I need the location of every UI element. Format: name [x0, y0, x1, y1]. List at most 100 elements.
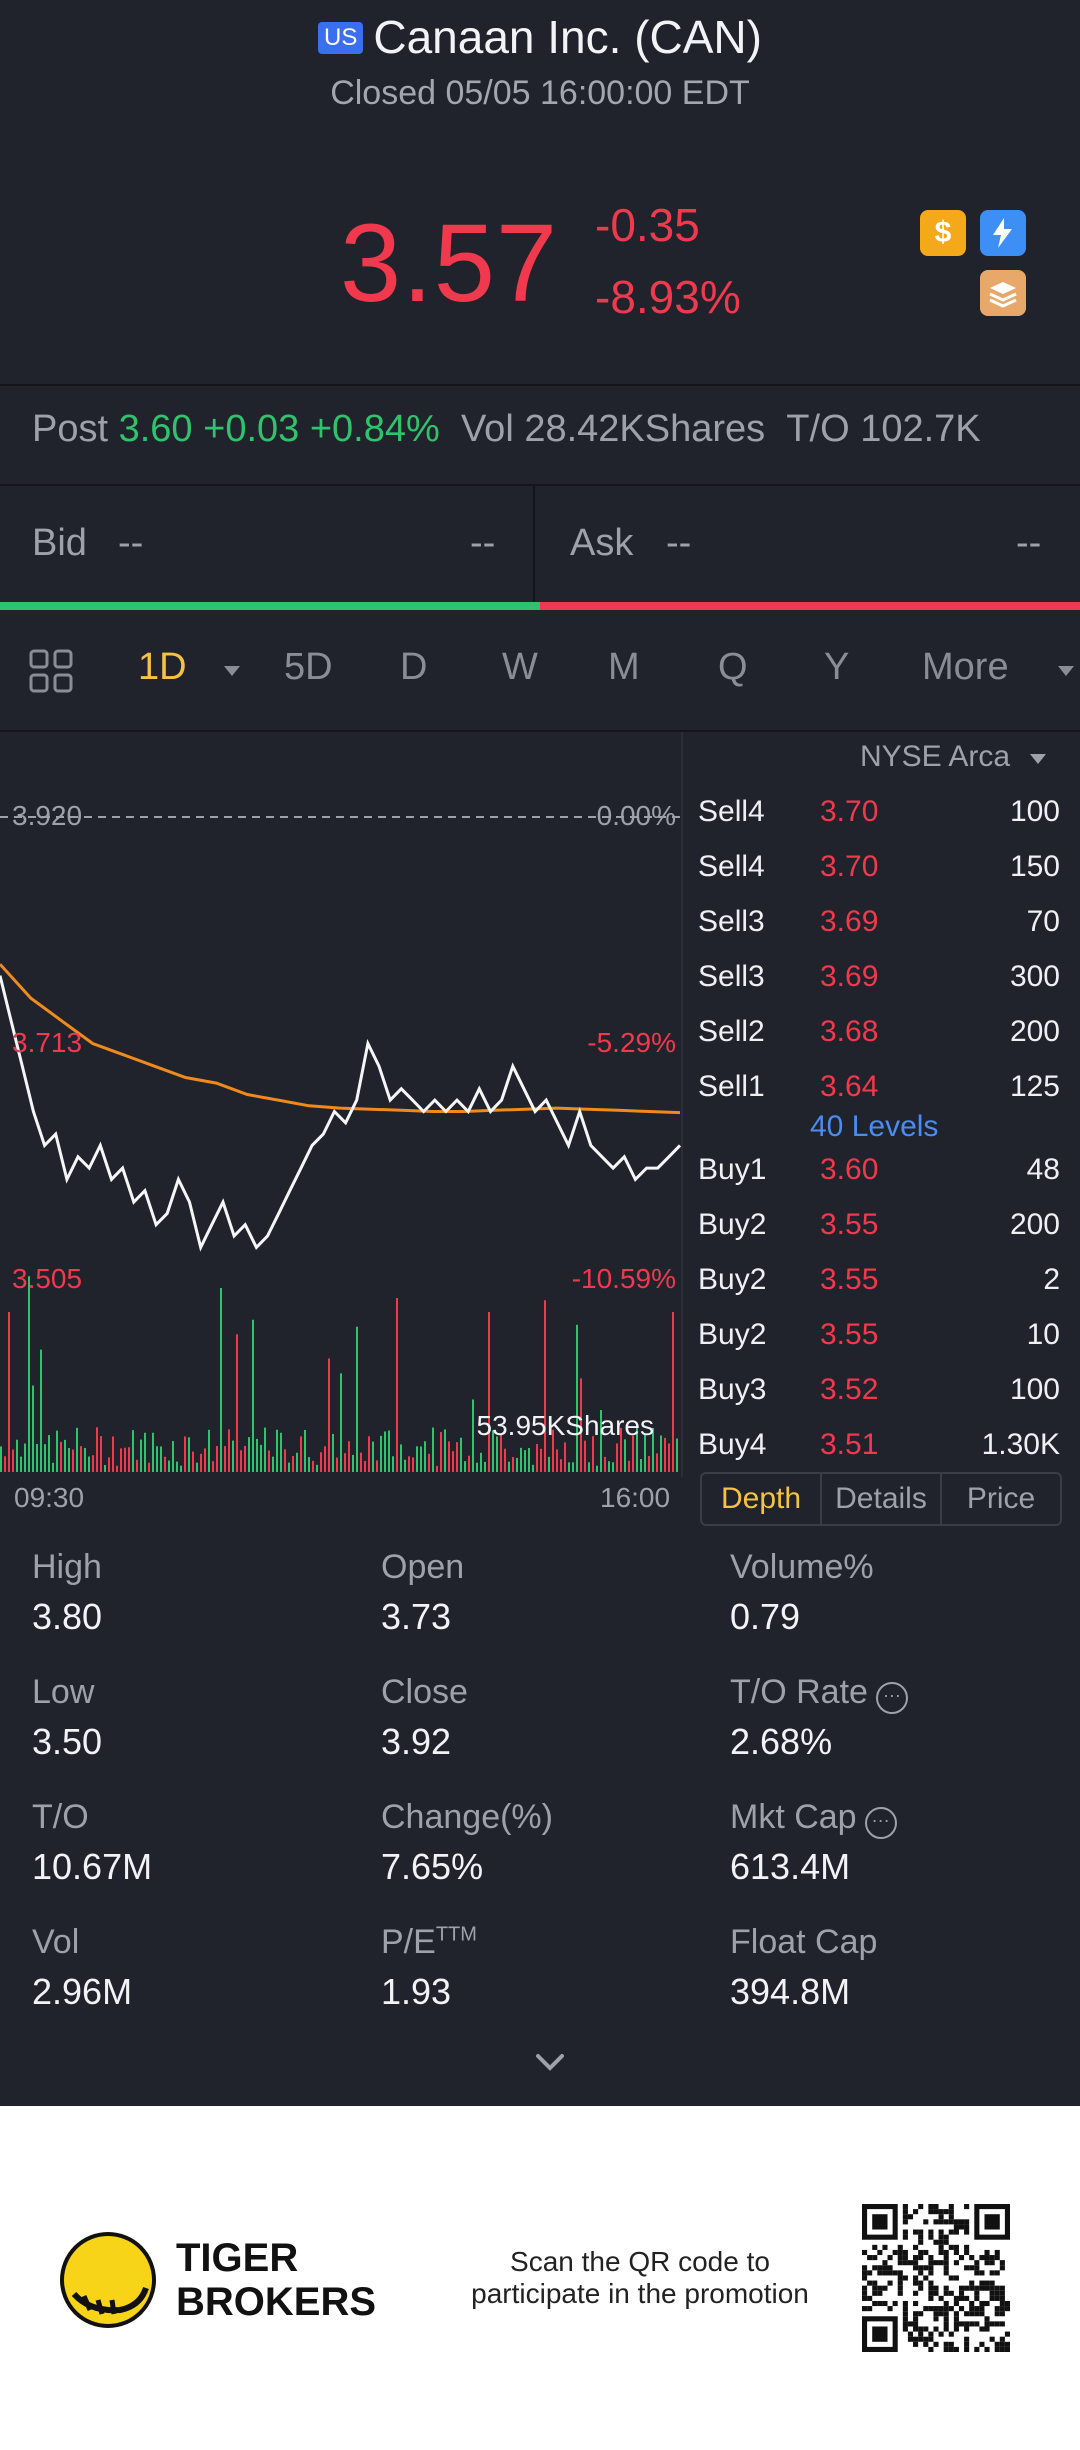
qr-module	[897, 2280, 903, 2286]
qr-module	[958, 2224, 965, 2230]
volume-bar	[368, 1436, 370, 1472]
volume-bar	[320, 1452, 322, 1472]
grid-icon[interactable]	[28, 648, 74, 699]
qr-code[interactable]	[862, 2204, 1010, 2352]
tab-q[interactable]: Q	[718, 646, 748, 688]
qr-module	[887, 2306, 893, 2312]
qr-module	[872, 2280, 878, 2286]
qr-module	[974, 2346, 980, 2352]
tab-y[interactable]: Y	[824, 646, 850, 688]
qr-module	[913, 2300, 919, 2307]
qr-module	[979, 2306, 985, 2312]
qr-module	[928, 2229, 934, 2235]
ask-price: 3.69	[820, 960, 879, 993]
qr-module	[984, 2326, 990, 2332]
qr-module	[913, 2290, 919, 2296]
volume-bar	[192, 1451, 194, 1472]
qr-module	[938, 2209, 944, 2215]
ask-row: Sell2 3.68 200	[698, 1015, 1060, 1067]
post-change-percent: +0.84%	[309, 408, 440, 450]
volume-bar	[236, 1334, 238, 1472]
qr-module	[933, 2341, 939, 2347]
bid-side: Buy4	[698, 1428, 767, 1461]
qr-module	[882, 2285, 888, 2291]
chevron-down-icon[interactable]	[520, 2042, 580, 2082]
qr-module	[938, 2311, 944, 2317]
tab-price[interactable]: Price	[966, 1482, 1036, 1515]
intraday-chart[interactable]: 3.920 0.00% 3.713 -5.29% 3.505 -10.59% 5…	[0, 732, 690, 1512]
qr-module	[867, 2280, 873, 2286]
qr-module	[902, 2316, 908, 2322]
qr-module	[984, 2280, 990, 2286]
qr-module	[933, 2219, 939, 2225]
qr-module	[964, 2321, 970, 2327]
volume-bar	[512, 1457, 514, 1472]
stock-title: Canaan Inc. (CAN)	[373, 11, 762, 63]
tab-5d[interactable]: 5D	[284, 646, 333, 688]
qr-module	[943, 2219, 949, 2225]
caret-down-icon[interactable]	[1056, 664, 1076, 683]
volume-bar	[380, 1435, 382, 1472]
volume-bar	[64, 1439, 66, 1472]
volume-bar	[204, 1448, 206, 1472]
qr-module	[943, 2316, 949, 2322]
flash-icon[interactable]	[980, 210, 1026, 256]
volume-bar	[272, 1456, 274, 1472]
qr-module	[948, 2244, 954, 2250]
ask-price: 3.69	[820, 905, 879, 938]
volume-bar	[296, 1452, 298, 1472]
stat-label-open: Open	[381, 1548, 465, 1586]
volume-bar	[652, 1428, 654, 1472]
volume-label: 53.95KShares	[477, 1410, 654, 1441]
qr-module	[902, 2234, 908, 2240]
volume-bar	[676, 1438, 678, 1472]
tab-d[interactable]: D	[400, 646, 428, 688]
volume-bar	[84, 1447, 86, 1472]
bid-side: Buy1	[698, 1153, 767, 1186]
volume-bar	[240, 1450, 242, 1472]
volume-bar	[636, 1427, 638, 1472]
exchange-selector[interactable]: NYSE Arca	[860, 740, 1048, 774]
qr-module	[948, 2341, 954, 2347]
qr-module	[913, 2260, 919, 2266]
volume-bar	[476, 1462, 478, 1472]
qr-module	[964, 2341, 970, 2347]
qr-module	[897, 2290, 903, 2296]
tab-1d[interactable]: 1D	[138, 646, 187, 688]
volume-bar	[128, 1447, 130, 1472]
caret-down-icon[interactable]	[222, 664, 242, 683]
qr-module	[867, 2255, 873, 2261]
dollar-icon[interactable]: $	[920, 210, 966, 256]
qr-module	[999, 2311, 1005, 2317]
qr-module	[902, 2260, 908, 2266]
volume-bar	[396, 1297, 398, 1472]
qr-module	[999, 2321, 1005, 2327]
tab-details[interactable]: Details	[822, 1474, 942, 1524]
qr-module	[902, 2214, 908, 2220]
qr-module	[877, 2300, 883, 2307]
qr-module	[994, 2341, 1000, 2347]
ask-side: Sell2	[698, 1015, 765, 1048]
price-change: -0.35	[595, 199, 700, 251]
qr-module	[923, 2265, 929, 2271]
stat-value-low: 3.50	[32, 1721, 103, 1762]
bid-side: Buy2	[698, 1263, 767, 1296]
volume-bar	[144, 1432, 146, 1472]
bid-row: Buy2 3.55 10	[698, 1318, 1060, 1370]
qr-module	[918, 2239, 924, 2245]
qr-module	[1004, 2306, 1010, 2312]
tab-depth[interactable]: Depth	[702, 1474, 822, 1524]
info-icon[interactable]: ···	[875, 1682, 908, 1714]
layers-icon[interactable]	[980, 270, 1026, 316]
info-icon[interactable]: ···	[864, 1807, 897, 1839]
tab-w[interactable]: W	[502, 646, 538, 688]
levels-link[interactable]: 40 Levels	[810, 1110, 939, 1143]
qr-module	[938, 2239, 944, 2245]
qr-module	[862, 2306, 868, 2312]
tab-m[interactable]: M	[608, 646, 640, 688]
brand-line-1: TIGER	[176, 2236, 299, 2280]
qr-module	[897, 2260, 903, 2266]
tab-more[interactable]: More	[922, 646, 1009, 688]
volume-bar	[308, 1457, 310, 1472]
qr-module	[933, 2260, 939, 2266]
